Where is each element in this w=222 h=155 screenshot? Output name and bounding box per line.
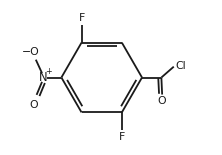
- Text: Cl: Cl: [175, 61, 186, 71]
- Text: N: N: [39, 71, 48, 84]
- Text: O: O: [158, 96, 166, 106]
- Text: +: +: [45, 67, 52, 76]
- Text: F: F: [119, 132, 125, 142]
- Text: O: O: [30, 100, 38, 110]
- Text: F: F: [78, 13, 85, 23]
- Text: −O: −O: [22, 47, 40, 57]
